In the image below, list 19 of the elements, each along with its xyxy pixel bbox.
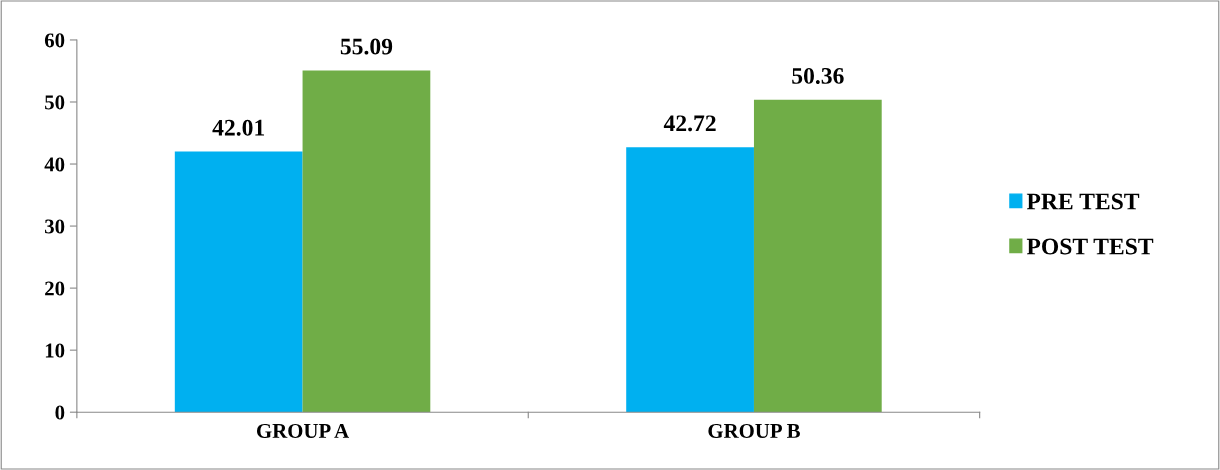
x-tick-label: GROUP A bbox=[256, 423, 349, 438]
bar bbox=[626, 147, 754, 413]
data-label: 55.09 bbox=[340, 38, 393, 55]
y-tick-label: 50 bbox=[45, 95, 65, 110]
bar bbox=[174, 151, 303, 413]
y-tick-label: 30 bbox=[45, 219, 65, 234]
y-tick-label: 60 bbox=[44, 33, 65, 48]
data-label: 42.72 bbox=[663, 115, 716, 132]
legend-label: POST TEST bbox=[1026, 238, 1154, 255]
y-tick-label: 10 bbox=[45, 343, 65, 358]
y-tick-label: 0 bbox=[55, 405, 65, 420]
data-label: 42.01 bbox=[212, 119, 265, 136]
legend-label: PRE TEST bbox=[1026, 193, 1140, 210]
bar bbox=[753, 99, 882, 413]
data-label: 50.36 bbox=[792, 67, 844, 84]
y-tick-label: 20 bbox=[45, 281, 65, 296]
bar bbox=[302, 70, 431, 413]
y-tick-label: 40 bbox=[44, 157, 65, 172]
x-tick-label: GROUP B bbox=[708, 423, 800, 438]
